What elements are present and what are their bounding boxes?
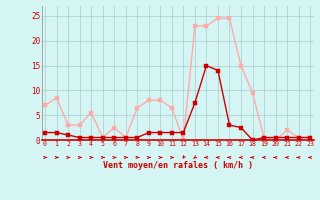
X-axis label: Vent moyen/en rafales ( km/h ): Vent moyen/en rafales ( km/h )	[103, 161, 252, 170]
